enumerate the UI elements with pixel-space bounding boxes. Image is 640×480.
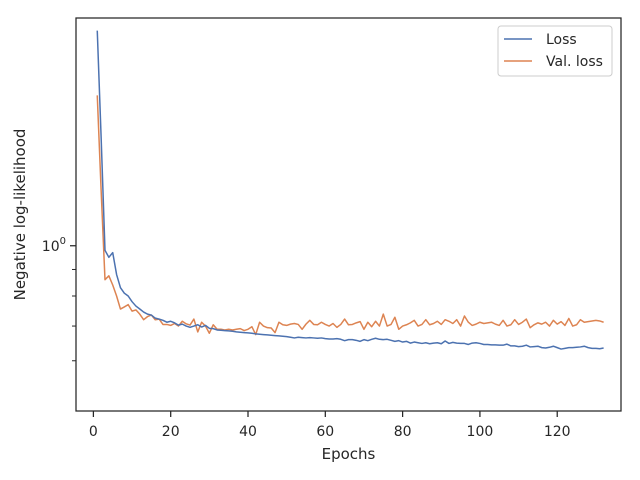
- legend: Loss Val. loss: [497, 25, 613, 77]
- x-tick-label: 20: [162, 424, 180, 440]
- plot-frame: [75, 17, 622, 412]
- x-axis-label: Epochs: [322, 445, 376, 463]
- x-tick-label: 100: [467, 424, 494, 440]
- legend-label-val-loss: Val. loss: [546, 54, 603, 70]
- x-tick-label: 60: [316, 424, 334, 440]
- series-line-loss: [96, 30, 604, 350]
- series-layer: [96, 30, 604, 350]
- x-tick-label: 0: [89, 424, 98, 440]
- y-axis-label: Negative log-likelihood: [11, 129, 29, 301]
- x-tick-label: 80: [394, 424, 412, 440]
- ticks-layer: 0 20 40 60 80 100 120 100: [42, 236, 571, 440]
- y-tick-label: 100: [42, 236, 66, 255]
- x-tick-label: 40: [239, 424, 257, 440]
- series-line-val-loss: [96, 95, 604, 336]
- x-tick-label: 120: [544, 424, 571, 440]
- legend-label-loss: Loss: [546, 32, 577, 48]
